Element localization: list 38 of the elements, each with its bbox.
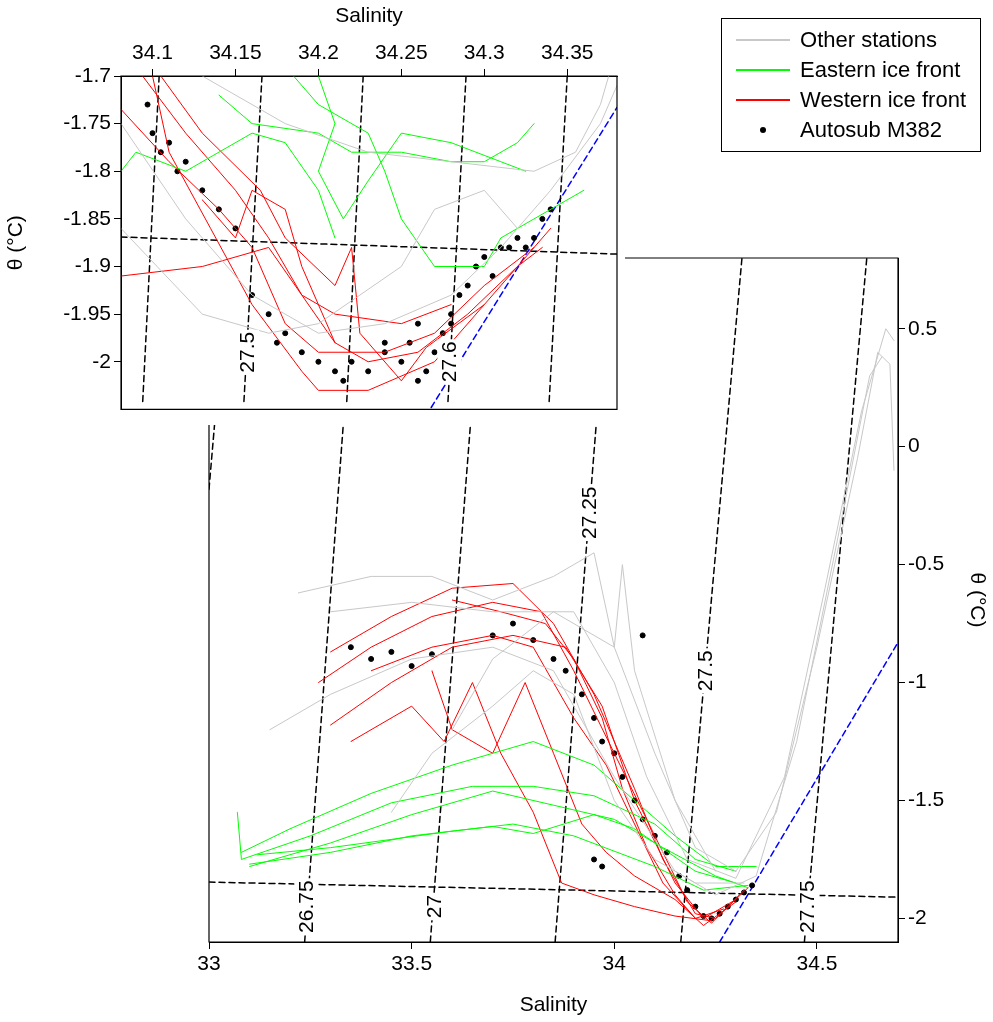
x-tick-label: 34.25 bbox=[375, 40, 428, 64]
y-tick-label: -1.8 bbox=[74, 158, 111, 182]
x-tick-label: 34.35 bbox=[540, 40, 594, 64]
x-axis-title: Salinity bbox=[335, 3, 404, 27]
y-tick-label: -1.95 bbox=[63, 300, 111, 324]
legend-label: Eastern ice front bbox=[800, 57, 961, 83]
y-tick-label: -2 bbox=[908, 905, 927, 929]
y-tick-label: -1 bbox=[908, 669, 927, 693]
y-tick-label: -2 bbox=[92, 348, 111, 372]
y-tick-label: -1.75 bbox=[63, 110, 111, 134]
x-tick-label: 34.1 bbox=[132, 40, 173, 64]
y-tick-label: 0 bbox=[908, 433, 920, 457]
y-tick-label: -0.5 bbox=[908, 551, 945, 575]
y-tick-label: -1.7 bbox=[74, 62, 111, 86]
y-axis-title: θ (°C) bbox=[3, 215, 27, 271]
y-axis-title: θ (°C) bbox=[966, 572, 990, 628]
x-axis-title: Salinity bbox=[519, 992, 588, 1016]
annotation: 27 bbox=[421, 894, 445, 919]
y-tick-label: -1.9 bbox=[74, 253, 111, 277]
y-tick-label: -1.85 bbox=[63, 205, 111, 229]
legend-label: Autosub M382 bbox=[800, 117, 942, 143]
annotation: 26.75 bbox=[294, 880, 318, 933]
annotation: 27.5 bbox=[234, 331, 258, 373]
legend-label: Western ice front bbox=[800, 87, 966, 113]
x-tick-label: 34.5 bbox=[796, 951, 838, 975]
annotation: 27.25 bbox=[576, 486, 600, 540]
annotation: 27.5 bbox=[692, 650, 716, 692]
annotation: 27.6 bbox=[437, 341, 461, 383]
x-tick-label: 34 bbox=[602, 951, 627, 975]
y-tick-label: 0.5 bbox=[908, 315, 938, 339]
x-tick-label: 33 bbox=[197, 951, 221, 975]
x-tick-label: 34.2 bbox=[297, 40, 339, 64]
annotation: 27.75 bbox=[795, 880, 819, 933]
x-tick-label: 34.3 bbox=[463, 40, 505, 64]
x-tick-label: 34.15 bbox=[209, 40, 262, 64]
y-tick-label: -1.5 bbox=[908, 787, 945, 811]
x-tick-label: 33.5 bbox=[391, 951, 433, 975]
legend-label: Other stations bbox=[800, 27, 938, 53]
